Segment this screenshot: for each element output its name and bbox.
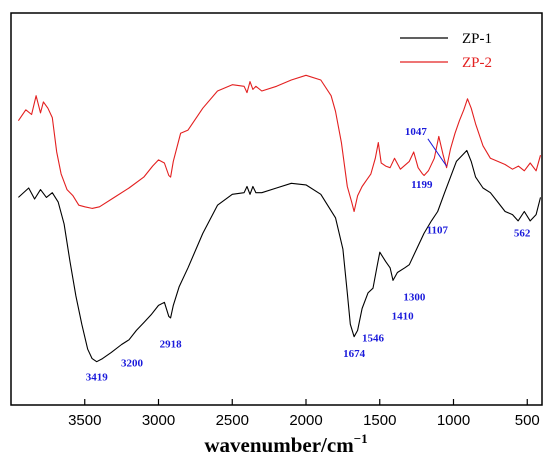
peak-annotation: 1300 [403, 292, 426, 304]
legend-label-zp-1: ZP-1 [462, 31, 492, 47]
legend: ZP-1 ZP-2 [400, 31, 492, 71]
peak-annotation: 1410 [392, 310, 415, 322]
legend-label-zp-2: ZP-2 [462, 55, 492, 71]
x-tick-label: 2000 [289, 412, 322, 429]
x-tick-label: 1000 [437, 412, 470, 429]
x-tick-label: 3000 [142, 412, 175, 429]
x-axis-title-superscript: −1 [354, 431, 368, 446]
peak-annotation: 2918 [160, 339, 183, 351]
series-line-zp-2 [17, 74, 542, 213]
plot-frame [10, 12, 543, 406]
peak-annotation: 3419 [86, 372, 109, 384]
x-axis-title-text: wavenumber/cm [204, 433, 354, 457]
x-axis-title: wavenumber/cm−1 [204, 431, 367, 457]
annotation-pointer [427, 138, 447, 167]
peak-annotation: 3200 [121, 357, 144, 369]
x-tick-label: 500 [515, 412, 540, 429]
peak-annotation: 1674 [343, 348, 366, 360]
series-line-zp-1 [18, 149, 542, 363]
peak-annotation: 1107 [427, 224, 449, 236]
peak-annotation: 1546 [362, 332, 385, 344]
x-tick-label: 1500 [363, 412, 396, 429]
x-tick-label: 2500 [216, 412, 249, 429]
peak-annotation: 562 [514, 228, 531, 240]
x-tick-label: 3500 [68, 412, 101, 429]
peak-annotation: 1199 [411, 179, 433, 191]
peak-annotation: 1047 [405, 126, 428, 138]
